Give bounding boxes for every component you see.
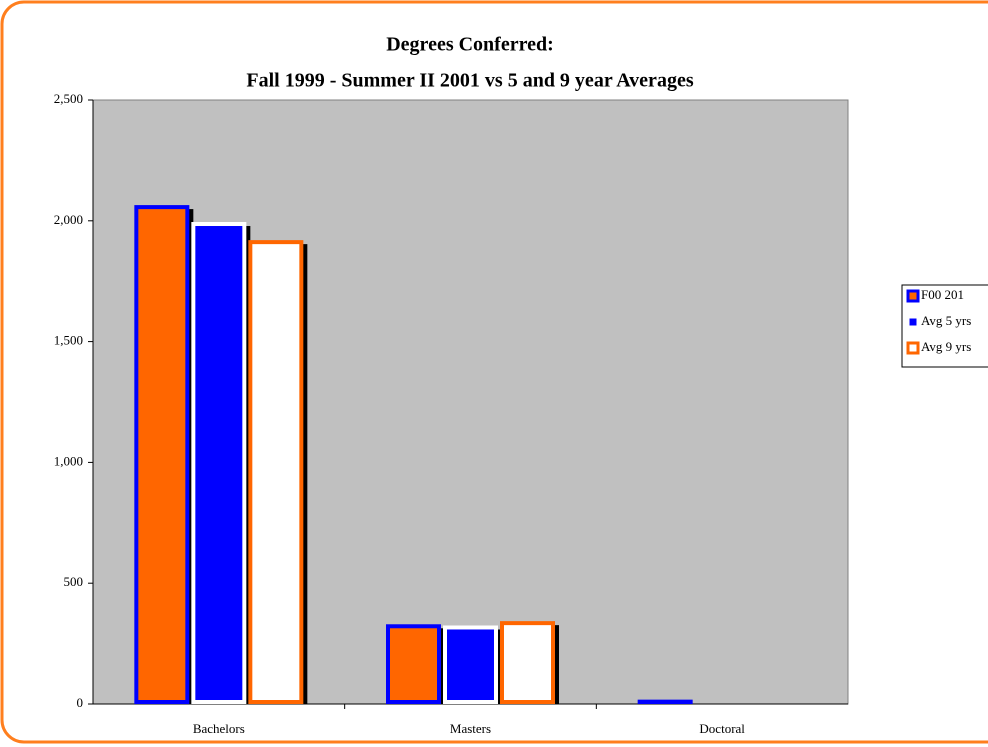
y-tick-label: 0 <box>77 695 84 710</box>
legend-swatch <box>906 341 920 355</box>
bar <box>134 205 190 704</box>
legend-label: Avg 5 yrs <box>921 313 971 328</box>
chart-title: Degrees Conferred: <box>386 34 554 56</box>
x-tick-label: Masters <box>450 721 491 736</box>
bar <box>443 625 498 704</box>
legend-swatch <box>906 289 920 303</box>
y-tick-label: 1,500 <box>54 333 83 348</box>
y-tick-label: 2,000 <box>54 212 83 227</box>
x-tick-label: Doctoral <box>699 721 745 736</box>
y-tick-label: 500 <box>64 574 84 589</box>
y-tick-label: 1,000 <box>54 453 83 468</box>
x-tick-label: Bachelors <box>193 721 245 736</box>
bar <box>500 621 555 705</box>
bar <box>248 240 304 705</box>
bar <box>386 624 441 704</box>
chart-title: Fall 1999 - Summer II 2001 vs 5 and 9 ye… <box>246 70 693 92</box>
y-tick-label: 2,500 <box>54 91 83 106</box>
legend-label: Avg 9 yrs <box>921 339 971 354</box>
legend-label: F00 201 <box>921 287 964 302</box>
bar <box>191 222 247 704</box>
legend-swatch <box>906 315 920 329</box>
